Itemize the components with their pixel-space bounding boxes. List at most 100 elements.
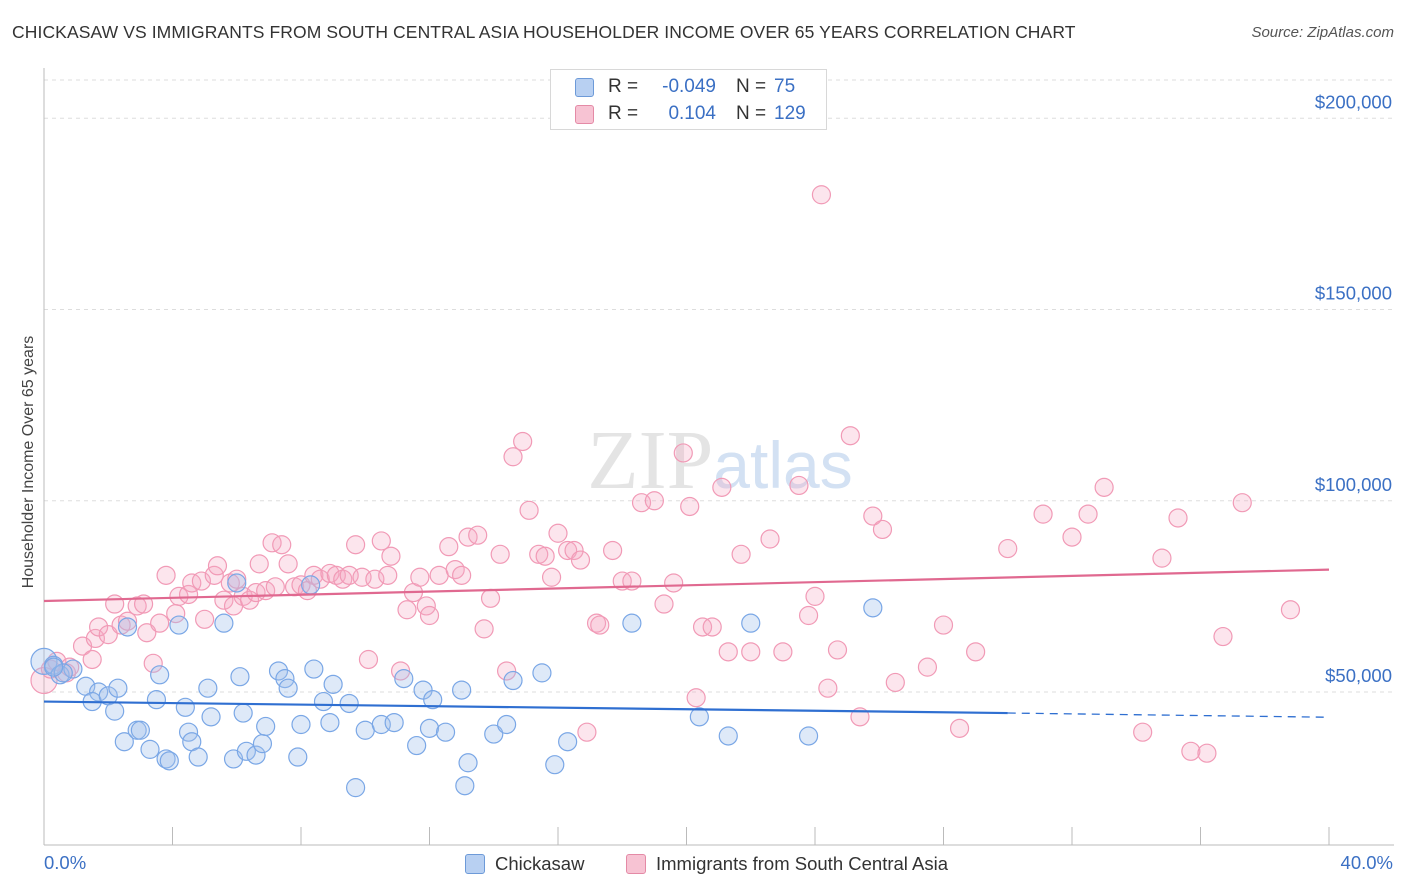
legend-swatch-immigrants xyxy=(626,854,646,874)
r-label: R = xyxy=(608,103,639,124)
data-point xyxy=(1133,722,1153,742)
data-point xyxy=(178,584,199,605)
y-tick-labels: $50,000 $100,000 $150,000 $200,000 xyxy=(1315,91,1392,686)
y-tick-label: $50,000 xyxy=(1325,665,1392,686)
data-point xyxy=(885,672,905,693)
data-point xyxy=(490,544,510,564)
data-point xyxy=(419,605,440,626)
data-point xyxy=(159,751,179,771)
data-point xyxy=(532,663,552,683)
chart-title: CHICKASAW VS IMMIGRANTS FROM SOUTH CENTR… xyxy=(12,22,1076,42)
data-point xyxy=(346,778,366,798)
trend-line xyxy=(43,568,1330,603)
data-point xyxy=(805,586,825,606)
data-point xyxy=(741,613,761,633)
data-point xyxy=(150,665,170,685)
data-point xyxy=(731,544,751,564)
data-point xyxy=(108,678,128,698)
data-point xyxy=(1280,600,1301,620)
data-point xyxy=(301,575,321,595)
data-point xyxy=(82,649,102,670)
data-point xyxy=(1094,477,1114,497)
data-point xyxy=(455,776,475,796)
r-label: R = xyxy=(608,76,639,97)
data-point xyxy=(278,554,298,574)
data-point xyxy=(741,642,761,662)
data-point xyxy=(278,678,298,698)
data-point xyxy=(89,682,109,702)
data-point xyxy=(105,701,125,721)
data-point xyxy=(313,691,334,712)
correlation-legend: R = -0.049 N = 75 R = 0.104 N = 129 xyxy=(550,69,827,130)
data-point xyxy=(577,722,597,742)
data-point xyxy=(156,565,176,585)
data-point xyxy=(105,594,125,614)
data-point xyxy=(917,657,938,677)
data-point xyxy=(410,567,430,587)
data-point xyxy=(564,540,584,561)
trend-line xyxy=(43,700,1008,715)
data-point xyxy=(872,519,893,540)
data-point xyxy=(268,661,289,681)
data-point xyxy=(603,540,623,561)
data-point xyxy=(146,690,167,710)
data-point xyxy=(818,678,838,698)
data-point xyxy=(863,598,883,618)
data-point xyxy=(233,703,253,723)
data-point xyxy=(419,718,440,738)
data-point xyxy=(175,697,195,717)
data-point xyxy=(535,546,555,566)
data-point xyxy=(718,726,738,746)
data-point xyxy=(137,623,157,643)
legend-item-chickasaw: Chickasaw xyxy=(465,850,584,878)
data-point xyxy=(702,617,722,637)
legend-row-immigrants: R = 0.104 N = 129 xyxy=(575,102,806,126)
data-point xyxy=(689,707,709,727)
legend-row-chickasaw: R = -0.049 N = 75 xyxy=(575,75,795,99)
data-point xyxy=(130,720,150,740)
data-point xyxy=(182,573,202,593)
data-point xyxy=(85,628,106,649)
legend-label-immigrants: Immigrants from South Central Asia xyxy=(656,853,948,874)
legend-swatch-chickasaw xyxy=(465,854,485,874)
trend-lines xyxy=(43,568,1330,718)
data-point xyxy=(712,477,732,497)
data-point xyxy=(673,443,693,463)
data-point xyxy=(680,496,700,517)
data-point xyxy=(452,680,472,700)
data-point xyxy=(503,447,523,467)
data-point xyxy=(214,613,234,633)
data-point xyxy=(265,577,285,597)
data-point xyxy=(541,567,562,587)
data-point xyxy=(114,732,134,752)
data-point xyxy=(484,724,504,744)
data-point xyxy=(811,185,832,205)
data-point xyxy=(30,647,58,676)
axes xyxy=(43,68,1394,846)
data-point xyxy=(933,615,954,635)
data-point xyxy=(798,726,819,746)
data-point xyxy=(452,565,472,585)
data-point xyxy=(291,714,311,735)
data-point xyxy=(570,550,591,570)
data-point xyxy=(198,678,218,698)
data-point xyxy=(586,613,607,633)
data-point xyxy=(320,712,340,733)
data-point xyxy=(323,674,343,694)
data-point xyxy=(227,573,247,593)
data-point xyxy=(760,529,780,549)
data-point xyxy=(558,540,578,561)
data-point xyxy=(117,611,138,631)
data-point xyxy=(692,617,713,637)
data-point xyxy=(840,426,860,446)
data-point xyxy=(686,688,706,708)
data-point xyxy=(256,716,276,737)
data-point xyxy=(355,720,375,740)
data-point xyxy=(1168,508,1188,528)
data-point xyxy=(381,546,401,566)
data-point xyxy=(1152,548,1172,568)
data-point xyxy=(1232,493,1252,513)
legend-item-immigrants: Immigrants from South Central Asia xyxy=(626,850,948,878)
data-point xyxy=(1062,527,1082,547)
